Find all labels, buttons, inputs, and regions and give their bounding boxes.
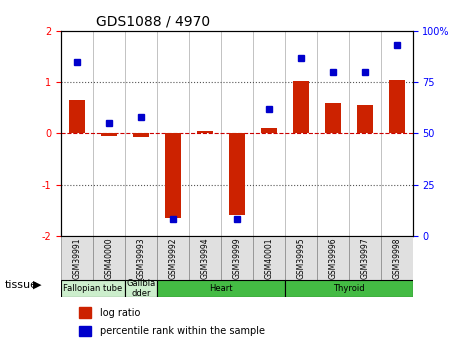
Bar	[293, 81, 309, 134]
Text: GSM39999: GSM39999	[232, 237, 242, 279]
FancyBboxPatch shape	[125, 236, 157, 280]
Text: GDS1088 / 4970: GDS1088 / 4970	[96, 14, 210, 29]
Text: tissue: tissue	[5, 280, 38, 289]
Text: GSM39991: GSM39991	[72, 237, 82, 279]
Bar	[165, 134, 181, 218]
FancyBboxPatch shape	[157, 280, 285, 297]
FancyBboxPatch shape	[157, 236, 189, 280]
FancyBboxPatch shape	[381, 236, 413, 280]
FancyBboxPatch shape	[349, 236, 381, 280]
Bar	[133, 134, 149, 137]
Text: ▶: ▶	[33, 280, 41, 289]
FancyBboxPatch shape	[125, 280, 157, 297]
Text: GSM39995: GSM39995	[296, 237, 305, 279]
Bar	[261, 128, 277, 134]
FancyBboxPatch shape	[285, 236, 317, 280]
Text: Fallopian tube: Fallopian tube	[63, 284, 122, 293]
Text: Heart: Heart	[209, 284, 233, 293]
FancyBboxPatch shape	[317, 236, 349, 280]
FancyBboxPatch shape	[189, 236, 221, 280]
Text: GSM39998: GSM39998	[392, 237, 401, 279]
FancyBboxPatch shape	[285, 280, 413, 297]
Text: log ratio: log ratio	[99, 307, 140, 317]
Text: GSM39992: GSM39992	[168, 237, 177, 279]
Bar	[69, 100, 85, 134]
FancyBboxPatch shape	[253, 236, 285, 280]
Bar	[78, 307, 91, 318]
Text: GSM39997: GSM39997	[360, 237, 369, 279]
Bar	[357, 105, 373, 134]
FancyBboxPatch shape	[221, 236, 253, 280]
FancyBboxPatch shape	[61, 280, 125, 297]
Text: GSM39994: GSM39994	[200, 237, 209, 279]
Bar	[101, 134, 117, 136]
Text: Gallbla
dder: Gallbla dder	[126, 279, 156, 298]
Text: GSM39993: GSM39993	[136, 237, 145, 279]
Bar	[229, 134, 245, 215]
Text: GSM39996: GSM39996	[328, 237, 337, 279]
Bar	[78, 326, 91, 336]
Text: GSM40001: GSM40001	[265, 237, 273, 279]
Text: Thyroid: Thyroid	[333, 284, 364, 293]
Text: GSM40000: GSM40000	[105, 237, 113, 279]
FancyBboxPatch shape	[61, 236, 93, 280]
Bar	[325, 103, 341, 134]
Text: percentile rank within the sample: percentile rank within the sample	[99, 326, 265, 336]
Bar	[389, 80, 405, 134]
Bar	[197, 131, 213, 134]
FancyBboxPatch shape	[93, 236, 125, 280]
